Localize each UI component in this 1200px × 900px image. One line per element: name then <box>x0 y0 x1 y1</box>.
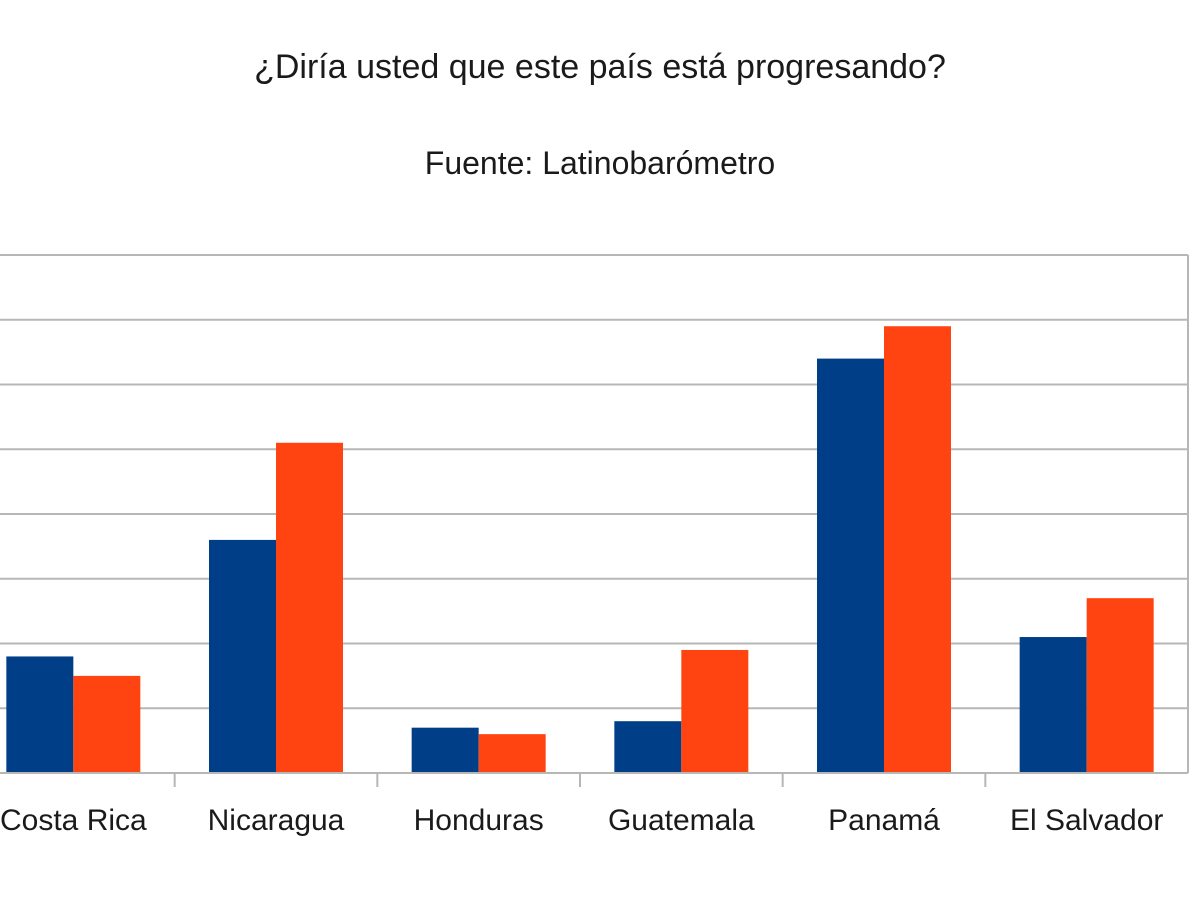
bar-1-el-salvador <box>1019 637 1087 773</box>
x-tick-label: Costa Rica <box>0 804 147 837</box>
x-tick-label: El Salvador <box>1010 804 1163 837</box>
x-tick-label: Honduras <box>414 804 544 837</box>
bar-1-nicaragua <box>209 539 276 773</box>
chart-title: ¿Diría usted que este país está progresa… <box>254 48 946 86</box>
x-tick-label: Nicaragua <box>208 804 345 837</box>
bar-2-nicaragua <box>276 442 343 773</box>
bar-1-guatemala <box>614 721 682 773</box>
bars <box>6 326 1154 773</box>
bar-2-costa-rica <box>73 675 141 773</box>
x-tick-label: Panamá <box>828 804 940 837</box>
bar-1-costa-rica <box>6 656 74 773</box>
bar-2-el-salvador <box>1086 598 1154 773</box>
x-tick-labels: Costa Rica Nicaragua Honduras Guatemala Pana… <box>0 804 1163 837</box>
bar-2-honduras <box>478 734 546 773</box>
bar-1-panamá <box>817 358 884 773</box>
bar-2-panamá <box>884 326 951 773</box>
x-tick-label: Guatemala <box>608 804 755 837</box>
bar-1-honduras <box>411 727 479 773</box>
bar-2-guatemala <box>681 649 749 773</box>
chart-subtitle: Fuente: Latinobarómetro <box>424 145 776 181</box>
x-axis <box>0 772 1188 787</box>
gridlines <box>0 254 1189 774</box>
